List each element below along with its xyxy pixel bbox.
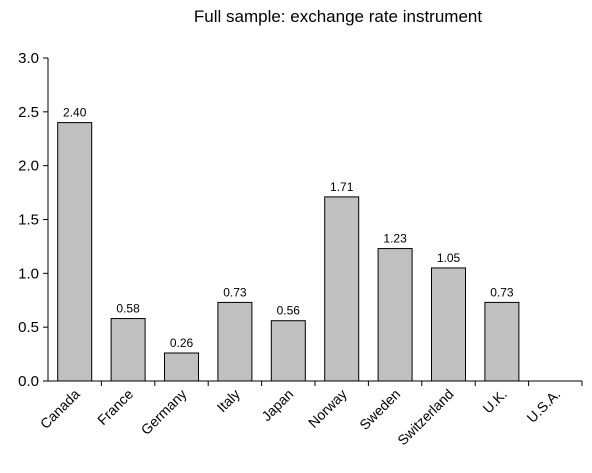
data-label: 0.73	[490, 285, 514, 299]
data-label: 0.56	[277, 304, 301, 318]
bar-japan	[270, 320, 306, 382]
y-axis: 0.0 0.5 1.0 1.5 2.0 2.5 3.0	[18, 50, 49, 390]
y-tick-label: 2.5	[18, 104, 39, 121]
bar-norway	[324, 196, 360, 382]
data-label: 1.23	[383, 232, 407, 246]
data-label: 1.71	[330, 180, 354, 194]
y-tick-label: 1.5	[18, 212, 39, 229]
x-tick-label: Norway	[305, 386, 350, 431]
x-tick-label: France	[94, 386, 136, 428]
data-label: 0.73	[223, 285, 247, 299]
x-tick-label: U.K.	[479, 386, 510, 417]
bar-sweden	[377, 248, 413, 382]
x-tick-label: Japan	[258, 386, 296, 424]
y-tick-label: 3.0	[18, 50, 39, 67]
x-tick-label: Canada	[37, 386, 83, 432]
x-tick-label: Italy	[214, 386, 243, 415]
y-tick-label: 2.0	[18, 158, 39, 175]
bar-france	[110, 318, 146, 382]
chart-title: Full sample: exchange rate instrument	[194, 7, 482, 26]
data-label: 0.26	[170, 336, 194, 350]
bar-uk	[484, 301, 520, 382]
x-tick-label: Germany	[138, 386, 190, 438]
x-axis: Canada France Germany Italy Japan Norway Swede…	[37, 380, 583, 448]
data-label: 0.58	[116, 302, 140, 316]
bar-italy	[217, 301, 253, 382]
bar-canada	[57, 122, 93, 382]
y-tick-label: 0.5	[18, 319, 39, 336]
x-tick-label: Switzerland	[394, 386, 456, 448]
y-tick-label: 0.0	[18, 373, 39, 390]
data-label: 1.05	[437, 251, 461, 265]
data-labels: 2.40 0.58 0.26 0.73 0.56 1.71 1.23 1.05 0.73	[63, 106, 514, 350]
bar-switzerland	[431, 267, 466, 382]
x-tick-label: U.S.A.	[523, 386, 563, 426]
data-label: 2.40	[63, 106, 87, 120]
bar-series	[57, 122, 520, 382]
y-tick-label: 1.0	[18, 265, 39, 282]
x-tick-label: Sweden	[356, 386, 403, 433]
bar-germany	[164, 352, 199, 382]
